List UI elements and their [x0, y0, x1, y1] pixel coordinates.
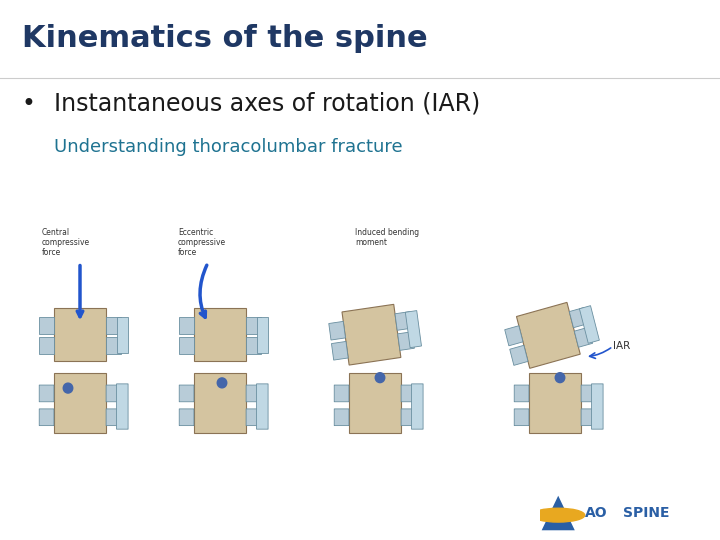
- Polygon shape: [349, 373, 401, 433]
- Circle shape: [217, 378, 227, 388]
- FancyBboxPatch shape: [106, 385, 121, 402]
- Text: Instantaneous axes of rotation (IAR): Instantaneous axes of rotation (IAR): [54, 92, 480, 116]
- Polygon shape: [256, 317, 268, 353]
- FancyBboxPatch shape: [592, 384, 603, 429]
- FancyBboxPatch shape: [401, 409, 415, 426]
- Polygon shape: [246, 317, 261, 334]
- Polygon shape: [570, 308, 588, 328]
- FancyBboxPatch shape: [256, 384, 268, 429]
- Polygon shape: [179, 338, 194, 354]
- Polygon shape: [106, 317, 121, 334]
- Polygon shape: [54, 308, 106, 361]
- Text: Kinematics of the spine: Kinematics of the spine: [22, 24, 427, 53]
- Circle shape: [375, 373, 384, 383]
- FancyBboxPatch shape: [246, 385, 261, 402]
- FancyBboxPatch shape: [514, 385, 529, 402]
- FancyBboxPatch shape: [514, 409, 529, 426]
- Polygon shape: [516, 302, 580, 368]
- Polygon shape: [179, 317, 194, 334]
- FancyBboxPatch shape: [334, 409, 349, 426]
- Polygon shape: [405, 310, 421, 348]
- Polygon shape: [40, 317, 54, 334]
- Polygon shape: [529, 373, 581, 433]
- Polygon shape: [575, 327, 593, 347]
- Text: Central
compressive
force: Central compressive force: [42, 228, 90, 258]
- Polygon shape: [541, 496, 575, 530]
- Polygon shape: [54, 373, 106, 433]
- FancyBboxPatch shape: [334, 385, 349, 402]
- Text: Understanding thoracolumbar fracture: Understanding thoracolumbar fracture: [54, 138, 402, 156]
- Polygon shape: [194, 373, 246, 433]
- Text: Eccentric
compressive
force: Eccentric compressive force: [178, 228, 226, 258]
- FancyBboxPatch shape: [117, 384, 128, 429]
- Polygon shape: [117, 317, 128, 353]
- Polygon shape: [580, 306, 599, 343]
- FancyBboxPatch shape: [106, 409, 121, 426]
- Polygon shape: [246, 338, 261, 354]
- Polygon shape: [40, 338, 54, 354]
- FancyBboxPatch shape: [179, 409, 194, 426]
- Polygon shape: [329, 321, 346, 340]
- FancyBboxPatch shape: [39, 385, 54, 402]
- Circle shape: [63, 383, 73, 393]
- Polygon shape: [395, 312, 412, 330]
- FancyBboxPatch shape: [179, 385, 194, 402]
- FancyBboxPatch shape: [581, 409, 595, 426]
- Text: IAR: IAR: [613, 341, 630, 352]
- Text: AO: AO: [585, 506, 608, 520]
- Polygon shape: [194, 308, 246, 361]
- FancyBboxPatch shape: [401, 385, 415, 402]
- Polygon shape: [331, 341, 348, 360]
- Text: •: •: [22, 92, 35, 116]
- Polygon shape: [397, 332, 415, 350]
- Polygon shape: [106, 338, 121, 354]
- FancyBboxPatch shape: [39, 409, 54, 426]
- FancyBboxPatch shape: [246, 409, 261, 426]
- Text: SPINE: SPINE: [623, 506, 670, 520]
- Polygon shape: [342, 305, 401, 365]
- FancyBboxPatch shape: [581, 385, 595, 402]
- Polygon shape: [510, 345, 528, 366]
- Polygon shape: [505, 326, 523, 346]
- FancyBboxPatch shape: [412, 384, 423, 429]
- Circle shape: [531, 508, 585, 522]
- Circle shape: [555, 373, 564, 383]
- Text: Induced bending
moment: Induced bending moment: [355, 227, 419, 247]
